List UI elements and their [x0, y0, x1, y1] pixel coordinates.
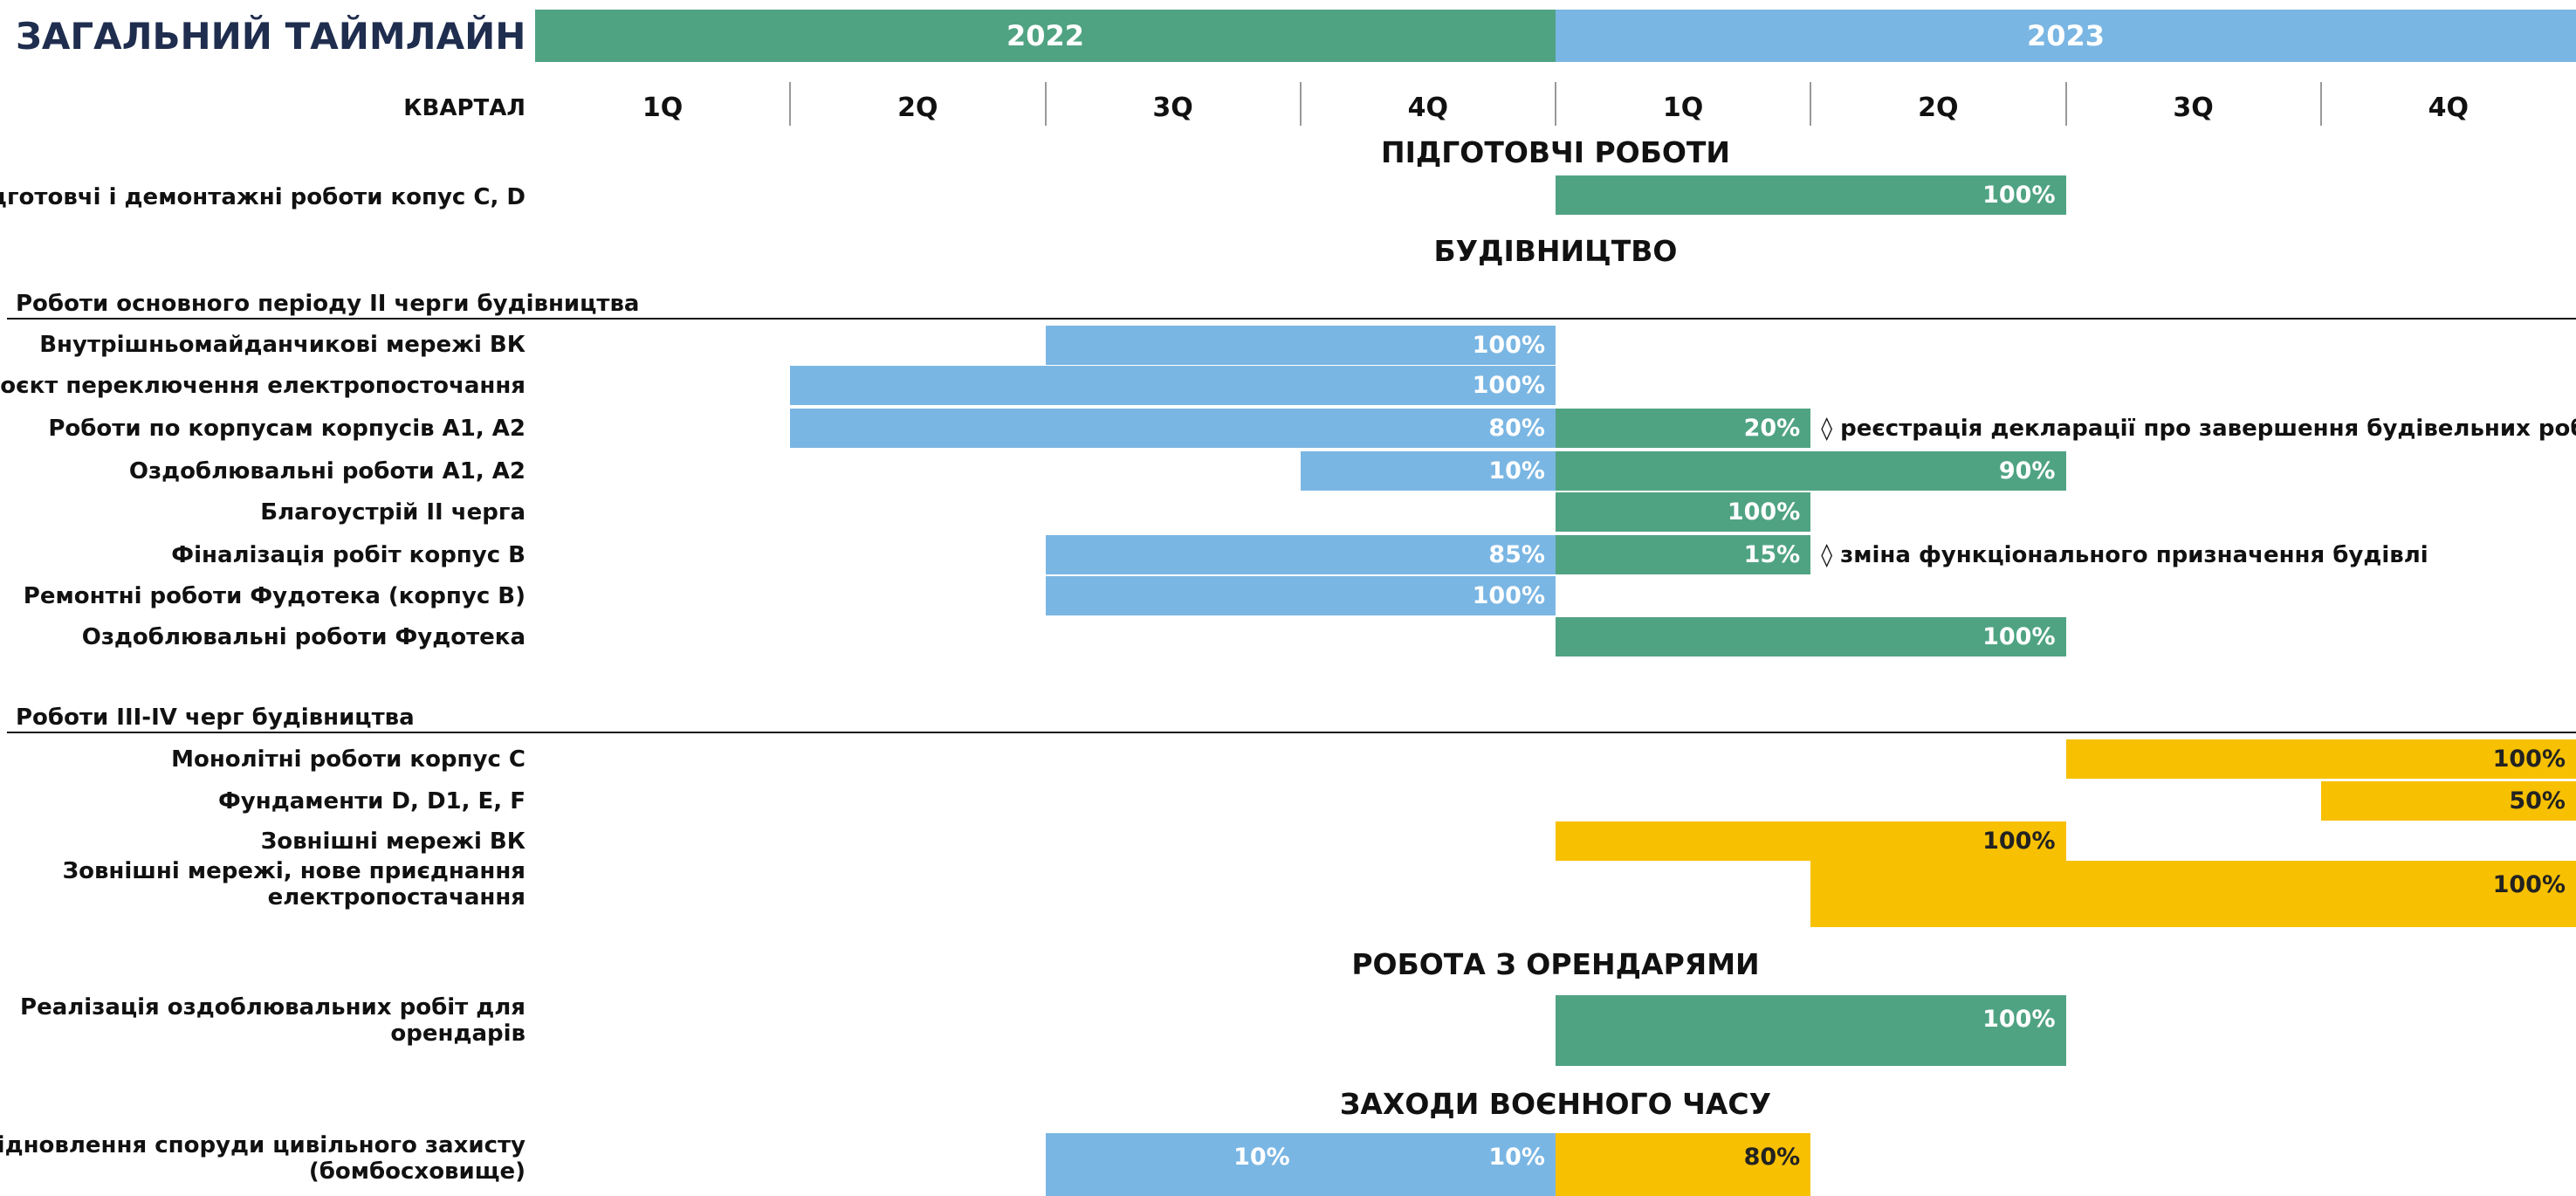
bar-label: 80% [1743, 1144, 1801, 1171]
bar-label: 100% [1472, 332, 1545, 359]
title: ЗАГАЛЬНИЙ ТАЙМЛАЙН [16, 15, 526, 58]
task-label: Оздоблювальні роботи Фудотека [81, 624, 526, 650]
task-label: Оздоблювальні роботи А1, А2 [128, 458, 526, 485]
bar-label: 100% [1982, 1006, 2056, 1033]
year-band: 2023 [1556, 10, 2576, 62]
bar-label: 100% [2492, 746, 2566, 773]
quarter-separator [1810, 82, 1812, 126]
bar [1556, 535, 1811, 574]
quarter-separator [789, 82, 792, 126]
quarter-separator [1044, 82, 1047, 126]
task-label: Фіналізація робіт корпус В [171, 542, 526, 568]
bar [1045, 576, 1556, 615]
bar-label: 85% [1488, 541, 1545, 568]
task-label: Благоустрій II черга [260, 499, 526, 526]
quarter-separator [1555, 82, 1556, 126]
group-rule [7, 318, 2576, 320]
note: ◊ реєстрація декларації про завершення б… [1821, 416, 2576, 442]
section-heading: ЗАХОДИ ВОЄННОГО ЧАСУ [1339, 1087, 1772, 1121]
task-label: Роботи по корпусам корпусів А1, А2 [48, 416, 526, 442]
group-rule [7, 732, 2576, 733]
section-heading: РОБОТА З ОРЕНДАРЯМИ [1351, 947, 1760, 981]
task-label: орендарів [390, 1021, 526, 1047]
quarter-label: 3Q [2173, 93, 2214, 123]
bar [1556, 451, 2066, 491]
bar [790, 409, 1556, 448]
bar [1300, 1133, 1556, 1196]
quarter-separator [2064, 82, 2067, 126]
bar-label: 100% [2492, 871, 2566, 898]
task-label: Внутрішньомайданчикові мережі ВК [39, 332, 526, 358]
quarter-label: 4Q [2428, 93, 2470, 123]
bar [1045, 535, 1556, 574]
bar-label: 10% [1233, 1144, 1290, 1171]
bar-label: 10% [1488, 457, 1545, 485]
task-label: Фундаменти D, D1, E, F [218, 788, 526, 815]
bar [2320, 781, 2576, 821]
quarter-label: 2Q [1918, 93, 1959, 123]
bar [1045, 1133, 1301, 1196]
bar-label: 10% [1488, 1144, 1545, 1171]
bar-label: 50% [2509, 787, 2566, 815]
quarter-separator [2319, 82, 2322, 126]
group-heading: Роботи III-IV черг будівництва [16, 705, 415, 731]
bar [1556, 617, 2066, 656]
task-label: Зовнішні мережі ВК [260, 828, 526, 855]
quarter-label: 1Q [1662, 93, 1704, 123]
bar [1556, 995, 2066, 1066]
bar-label: 100% [1727, 498, 1801, 526]
bar [1300, 451, 1556, 491]
year-band: 2022 [535, 10, 1556, 62]
quarter-label: 3Q [1152, 93, 1193, 123]
bar [1556, 175, 2066, 215]
bar [790, 366, 1556, 405]
bar-label: 90% [1998, 457, 2056, 485]
quarter-label: 4Q [1407, 93, 1449, 123]
bar [2065, 739, 2576, 779]
bar-label: 100% [1982, 828, 2056, 855]
task-label: Проєкт переключення електропосточання [0, 373, 526, 399]
bar [1556, 409, 1811, 448]
quarter-separator [1299, 82, 1302, 126]
note: ◊ зміна функціонального призначення буді… [1821, 542, 2428, 568]
bar-label: 20% [1743, 415, 1801, 442]
quarter-label: 1Q [642, 93, 683, 123]
bar [1556, 492, 1811, 532]
bar [1810, 861, 2576, 927]
bar [1556, 1133, 1811, 1196]
bar-label: 15% [1743, 541, 1801, 568]
task-label: Ремонтні роботи Фудотека (корпус В) [23, 583, 526, 609]
task-label: Підготовчі і демонтажні роботи копус C, … [0, 184, 526, 210]
bar-label: 100% [1472, 372, 1545, 399]
task-label: електропостачання [267, 884, 526, 911]
section-heading: БУДІВНИЦТВО [1433, 234, 1678, 268]
bar [1045, 326, 1556, 365]
task-label: (бомбосховище) [308, 1158, 526, 1185]
bar [1556, 821, 2066, 861]
quarter-header: КВАРТАЛ [403, 95, 526, 121]
bar-label: 100% [1982, 182, 2056, 209]
task-label: Монолітні роботи корпус С [171, 746, 526, 773]
section-heading: ПІДГОТОВЧІ РОБОТИ [1380, 135, 1731, 169]
task-label: Реалізація оздоблювальних робіт для [20, 994, 526, 1021]
bar-label: 100% [1982, 623, 2056, 650]
group-heading: Роботи основного періоду II черги будівн… [16, 291, 640, 317]
task-label: Відновлення споруди цивільного захисту [0, 1132, 526, 1158]
bar-label: 80% [1488, 415, 1545, 442]
bar-label: 100% [1472, 582, 1545, 609]
quarter-label: 2Q [897, 93, 938, 123]
task-label: Зовнішні мережі, нове приєднання [62, 858, 526, 884]
